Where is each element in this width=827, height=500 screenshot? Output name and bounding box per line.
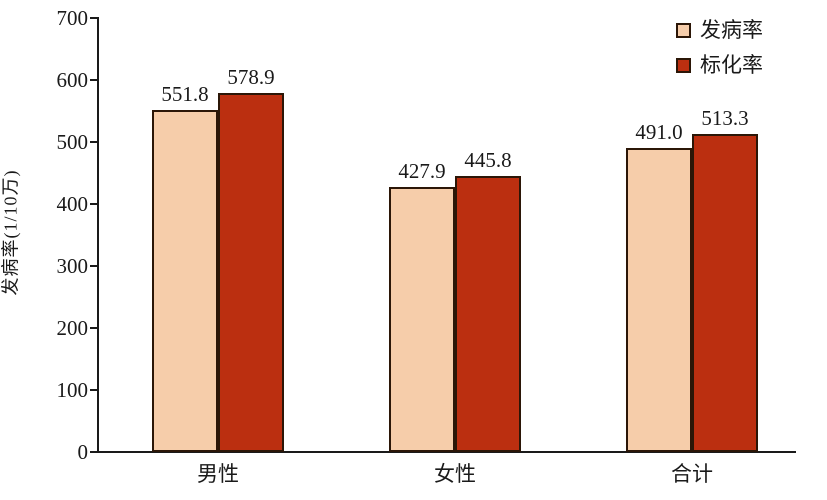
bar-标化率-男性	[218, 93, 284, 452]
value-label: 445.8	[464, 148, 512, 172]
y-tick-label: 700	[56, 6, 89, 30]
bar-标化率-女性	[455, 176, 521, 452]
y-tick-mark	[90, 141, 97, 143]
y-axis-line	[97, 17, 99, 453]
y-tick-label: 100	[56, 378, 89, 402]
x-axis-line	[97, 451, 796, 453]
bar-标化率-合计	[692, 134, 758, 452]
bar-发病率-合计	[626, 148, 692, 452]
y-tick-mark	[90, 327, 97, 329]
y-tick-mark	[90, 79, 97, 81]
value-label: 513.3	[701, 106, 749, 130]
value-label: 491.0	[635, 120, 683, 144]
legend-item: 标化率	[676, 53, 763, 77]
legend-swatch	[676, 22, 691, 38]
y-tick-mark	[90, 389, 97, 391]
y-tick-label: 0	[77, 440, 89, 464]
y-tick-mark	[90, 265, 97, 267]
legend-item: 发病率	[676, 18, 763, 42]
y-tick-label: 400	[56, 192, 89, 216]
x-category-label: 男性	[197, 462, 239, 486]
legend: 发病率 标化率	[676, 18, 763, 77]
y-tick-label: 200	[56, 316, 89, 340]
x-category-label: 合计	[671, 462, 713, 486]
value-label: 551.8	[161, 82, 209, 106]
y-tick-mark	[90, 203, 97, 205]
y-tick-mark	[90, 17, 97, 19]
y-tick-label: 500	[56, 130, 89, 154]
y-tick-mark	[90, 451, 97, 453]
y-tick-label: 300	[56, 254, 89, 278]
y-tick-label: 600	[56, 68, 89, 92]
bar-发病率-女性	[389, 187, 455, 452]
value-label: 578.9	[227, 65, 275, 89]
legend-swatch	[676, 57, 691, 73]
value-label: 427.9	[398, 159, 446, 183]
x-category-label: 女性	[434, 462, 476, 486]
bar-发病率-男性	[152, 110, 218, 452]
legend-label: 标化率	[700, 53, 763, 77]
legend-label: 发病率	[700, 18, 763, 42]
